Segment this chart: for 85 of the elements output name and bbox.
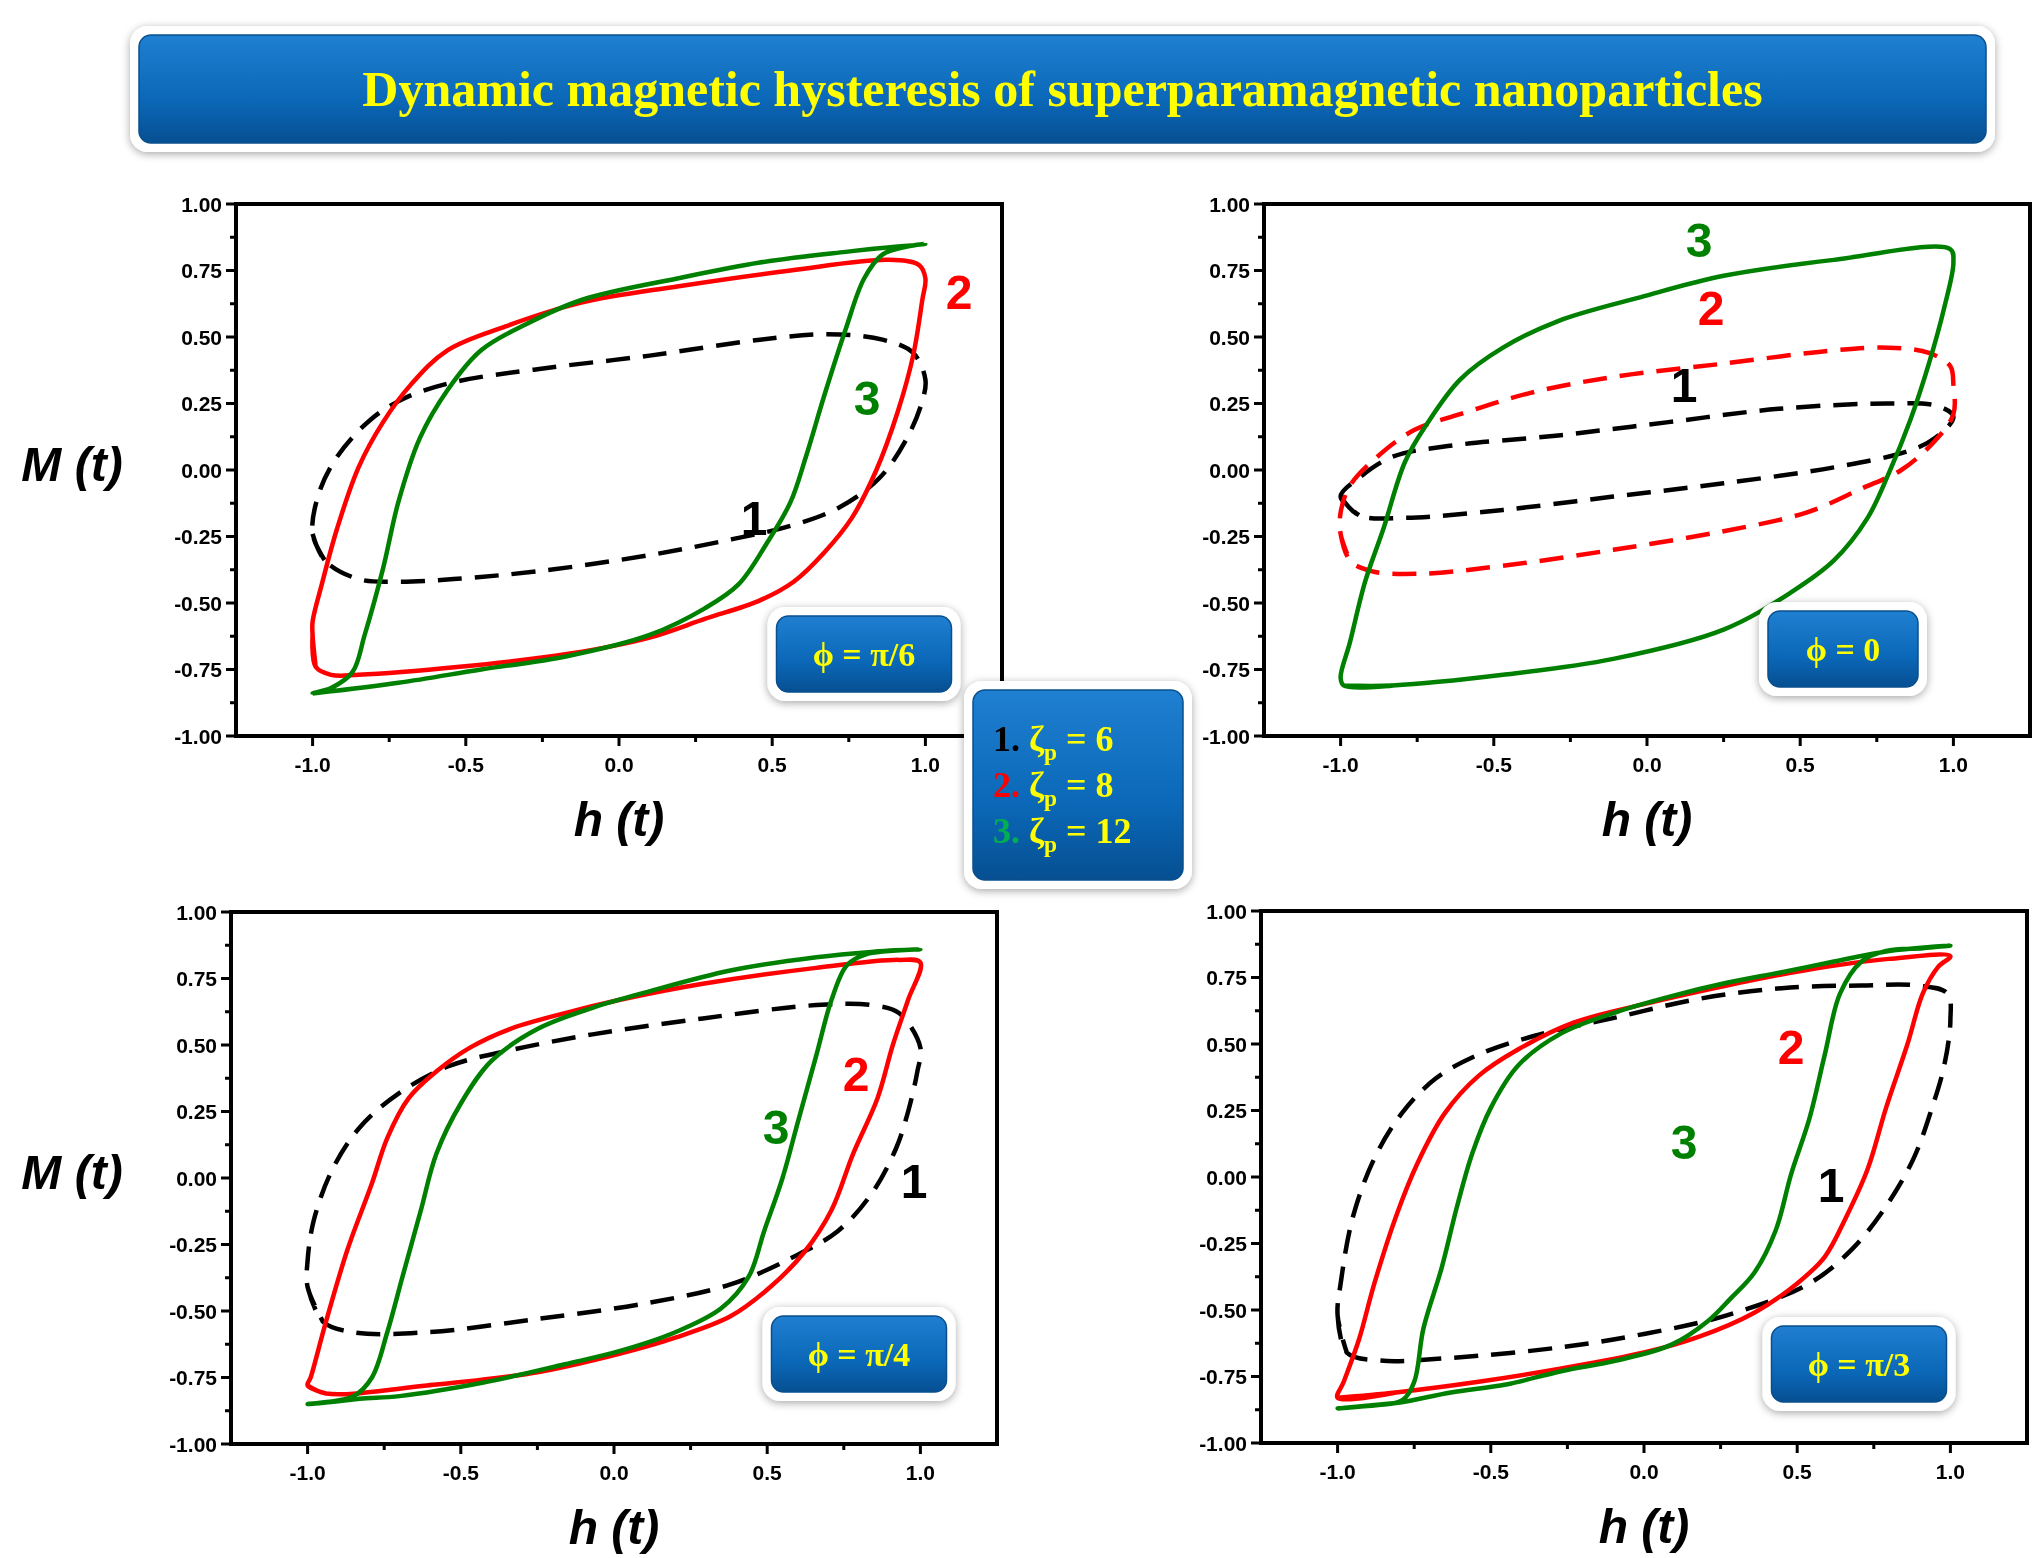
x-tick-label: 0.0 <box>1629 1460 1659 1483</box>
y-tick-label: 0.75 <box>1206 966 1248 989</box>
x-tick-label: 1.0 <box>905 1461 935 1484</box>
x-tick-label: -0.5 <box>442 1461 480 1484</box>
x-axis-title: h (t) <box>573 793 665 846</box>
annotation: ϕ = π/3 <box>1807 1345 1911 1383</box>
x-axis-title: h (t) <box>1601 793 1693 846</box>
y-tick-label: 0.25 <box>1209 392 1251 415</box>
y-tick-label: -0.25 <box>169 1233 218 1256</box>
y-tick-label: 0.75 <box>181 259 223 282</box>
y-tick-label: 1.00 <box>181 192 222 216</box>
y-tick-label: -0.25 <box>1202 525 1251 548</box>
y-tick-label: 0.75 <box>1209 259 1251 282</box>
y-tick-label: -0.75 <box>169 1366 218 1389</box>
y-axis-title: M (t) <box>21 1145 123 1199</box>
x-tick-label: -0.5 <box>1472 1460 1510 1483</box>
series-label: 3 <box>853 371 881 425</box>
annotation: ϕ = π/4 <box>807 1335 911 1373</box>
y-tick-label: -1.00 <box>1199 1431 1247 1455</box>
text: 2. ζ$_{p}$ = 8 <box>993 765 1114 811</box>
series-label: 1 <box>900 1154 928 1208</box>
line-series <box>310 332 928 585</box>
y-tick-label: -0.75 <box>174 658 223 681</box>
x-tick-label: -1.0 <box>294 753 331 776</box>
x-tick-label: 1.0 <box>910 753 940 776</box>
y-tick-label: 0.50 <box>176 1033 217 1057</box>
series-label: 1 <box>1817 1158 1845 1212</box>
series-label: 2 <box>842 1047 870 1101</box>
y-tick-label: 1.00 <box>176 900 217 924</box>
x-axis-title: h (t) <box>1598 1500 1690 1553</box>
y-tick-label: -0.50 <box>169 1299 217 1323</box>
x-tick-label: -0.5 <box>1475 753 1513 776</box>
y-tick-label: 1.00 <box>1209 192 1250 216</box>
y-tick-label: 0.25 <box>1206 1099 1248 1122</box>
series-label: 1 <box>740 491 768 545</box>
x-tick-label: 0.0 <box>1632 753 1662 776</box>
y-tick-label: 0.00 <box>176 1166 217 1190</box>
x-tick-label: -0.5 <box>447 753 485 776</box>
chart-title: Dynamic magnetic hysteresis of superparamagnetic nanoparticles <box>362 61 1763 117</box>
x-tick-label: -1.0 <box>1319 1460 1356 1483</box>
y-tick-label: 0.50 <box>1206 1032 1247 1056</box>
y-tick-label: -0.75 <box>1202 658 1251 681</box>
y-tick-label: -0.50 <box>1199 1298 1247 1322</box>
line-series <box>1338 401 1956 521</box>
y-tick-label: -0.25 <box>1199 1232 1248 1255</box>
series-label: 2 <box>1777 1020 1805 1074</box>
y-tick-label: 0.75 <box>176 967 218 990</box>
annotation: ϕ = 0 <box>1805 630 1881 668</box>
line-series <box>1337 345 1957 577</box>
y-tick-label: -0.75 <box>1199 1365 1248 1388</box>
series-label: 2 <box>1697 281 1725 335</box>
x-tick-label: 0.0 <box>604 753 634 776</box>
x-tick-label: 1.0 <box>1935 1460 1965 1483</box>
y-tick-label: -0.50 <box>174 591 222 615</box>
annotation: 1. ζ$_{p}$ = 6 <box>993 719 1114 765</box>
x-tick-label: 0.5 <box>752 1461 783 1484</box>
x-tick-label: -1.0 <box>289 1461 326 1484</box>
series-label: 3 <box>1685 213 1713 267</box>
y-axis-title: M (t) <box>21 437 123 491</box>
y-tick-label: 0.00 <box>1206 1165 1247 1189</box>
x-tick-label: 0.5 <box>1782 1460 1813 1483</box>
y-tick-label: -0.25 <box>174 525 223 548</box>
series-label: 1 <box>1670 358 1698 412</box>
x-tick-label: 0.5 <box>1785 753 1816 776</box>
y-tick-label: 0.50 <box>181 325 222 349</box>
y-tick-label: 0.25 <box>176 1100 218 1123</box>
text: 3. ζ$_{p}$ = 12 <box>993 811 1132 857</box>
y-tick-label: 1.00 <box>1206 899 1247 923</box>
x-tick-label: 0.5 <box>757 753 788 776</box>
y-tick-label: 0.50 <box>1209 325 1250 349</box>
y-tick-label: -1.00 <box>169 1432 217 1456</box>
x-tick-label: 1.0 <box>1938 753 1968 776</box>
series-label: 2 <box>945 265 973 319</box>
series-label: 3 <box>1670 1115 1698 1169</box>
x-tick-label: -1.0 <box>1322 753 1359 776</box>
y-tick-label: 0.00 <box>1209 458 1250 482</box>
y-tick-label: -1.00 <box>174 724 222 748</box>
y-tick-label: -1.00 <box>1202 724 1250 748</box>
y-tick-label: -0.50 <box>1202 591 1250 615</box>
annotation: ϕ = π/6 <box>812 635 916 673</box>
y-tick-label: 0.25 <box>181 392 223 415</box>
series-label: 3 <box>762 1100 790 1154</box>
x-tick-label: 0.0 <box>599 1461 629 1484</box>
x-axis-title: h (t) <box>568 1501 660 1554</box>
y-tick-label: 0.00 <box>181 458 222 482</box>
